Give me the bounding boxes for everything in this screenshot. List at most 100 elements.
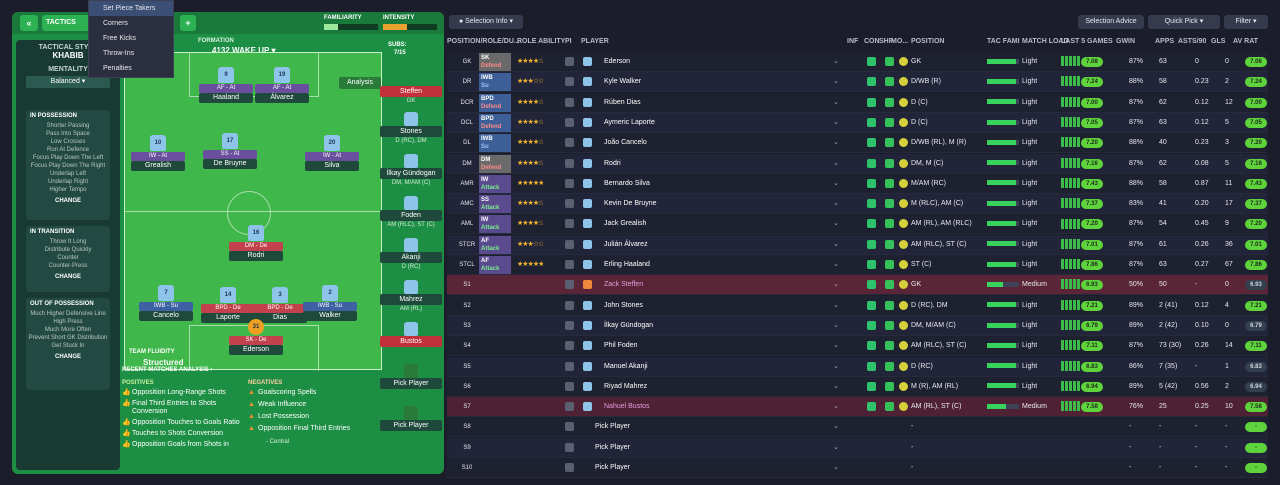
pitch-player[interactable]: 17 SS - At De Bruyne <box>203 133 257 169</box>
role-chevron-icon[interactable]: ⌄ <box>833 281 839 289</box>
add-tactic-button[interactable]: + <box>180 15 196 31</box>
player-info-icon[interactable] <box>565 77 574 87</box>
sub-slot[interactable]: Pick Player <box>380 406 442 439</box>
table-row[interactable]: S6 Riyad Mahrez ⌄ 6.94 M (R), AM (RL) Light 89… <box>447 376 1268 397</box>
player-name[interactable]: Kyle Walker <box>604 78 642 86</box>
role-chevron-icon[interactable]: ⌄ <box>833 382 839 390</box>
sub-slot[interactable]: İlkay Gündogan DM, M/AM (C) <box>380 154 442 187</box>
table-row[interactable]: AMC SS Attack ★★★★☆ Kevin De Bruyne ⌄ 7.37 M (R… <box>447 194 1268 215</box>
table-row[interactable]: S4 Phil Foden ⌄ 7.11 AM (RLC), ST (C) Light 87… <box>447 336 1268 357</box>
sub-slot[interactable]: Akanji D (RC) <box>380 238 442 271</box>
role-chevron-icon[interactable]: ⌄ <box>833 464 839 471</box>
menu-item[interactable]: Set Piece Takers <box>89 1 173 16</box>
player-info-icon[interactable] <box>565 320 574 330</box>
role-chevron-icon[interactable]: ⌄ <box>833 159 839 167</box>
sub-slot[interactable]: Bustos <box>380 322 442 355</box>
header-cell[interactable]: ROLE ABILITY <box>517 38 566 45</box>
player-info-icon[interactable] <box>565 381 574 391</box>
player-name[interactable]: Jack Grealish <box>604 220 647 228</box>
pitch-player[interactable]: 10 IW - At Grealish <box>131 135 185 171</box>
table-row[interactable]: S9 Pick Player ⌄ - - - - - - <box>447 437 1268 458</box>
player-name[interactable]: Riyad Mahrez <box>604 382 648 390</box>
header-cell[interactable]: INF <box>847 38 859 45</box>
pitch-player[interactable]: 2 IWB - Su Walker <box>303 285 357 321</box>
player-info-icon[interactable] <box>565 341 574 351</box>
mentality-select[interactable]: Balanced ▾ <box>26 76 110 88</box>
selection-info-button[interactable]: ● Selection Info ▾ <box>449 15 523 29</box>
player-info-icon[interactable] <box>565 300 574 310</box>
role-chevron-icon[interactable]: ⌄ <box>833 220 839 228</box>
player-name[interactable]: İlkay Gündogan <box>604 321 654 329</box>
sub-name[interactable]: İlkay Gündogan <box>380 168 442 179</box>
table-row[interactable]: STCR AF Attack ★★★☆☆ Julián Álvarez ⌄ 7.01 AM (… <box>447 234 1268 255</box>
table-row[interactable]: GK SK Defend ★★★★☆ Ederson ⌄ 7.08 GK Light 87% 63 0… <box>447 52 1268 72</box>
header-cell[interactable]: MATCH LOAD <box>1022 38 1069 45</box>
player-info-icon[interactable] <box>565 361 574 371</box>
header-cell[interactable]: POSITION <box>911 38 945 45</box>
role-duty-select[interactable]: SK Defend <box>479 53 511 71</box>
role-chevron-icon[interactable]: ⌄ <box>833 58 839 65</box>
player-name[interactable]: João Cancelo <box>604 139 647 147</box>
role-chevron-icon[interactable]: ⌄ <box>833 403 839 411</box>
table-row[interactable]: S7 Nahuel Bustos ⌄ 7.58 AM (RL), ST (C) Mediu… <box>447 397 1268 418</box>
player-name[interactable]: Nahuel Bustos <box>604 403 650 411</box>
player-info-icon[interactable] <box>565 463 574 472</box>
sub-name[interactable]: Mahrez <box>380 294 442 305</box>
role-duty-select[interactable]: SS Attack <box>479 195 511 214</box>
header-cell[interactable]: PI <box>565 38 572 45</box>
header-cell[interactable]: APPS <box>1155 38 1175 45</box>
sub-name[interactable]: Pick Player <box>380 378 442 389</box>
recent-analysis-link[interactable]: RECENT MATCHES ANALYSIS › <box>122 367 213 373</box>
table-row[interactable]: S3 İlkay Gündogan ⌄ 6.79 DM, M/AM (C) Light 89… <box>447 315 1268 336</box>
sub-name[interactable]: Stones <box>380 126 442 137</box>
sub-slot[interactable]: Steffen GK <box>380 86 442 105</box>
player-info-icon[interactable] <box>565 219 574 229</box>
table-row[interactable]: S8 Pick Player ⌄ - - - - - - <box>447 417 1268 438</box>
header-cell[interactable]: MO... <box>891 38 909 45</box>
player-info-icon[interactable] <box>565 442 574 452</box>
filter-button[interactable]: Filter ▾ <box>1224 15 1268 29</box>
role-duty-select[interactable]: AF Attack <box>479 256 511 274</box>
analysis-button[interactable]: Analysis <box>339 77 381 89</box>
role-chevron-icon[interactable]: ⌄ <box>833 240 839 248</box>
player-info-icon[interactable] <box>565 178 574 188</box>
header-cell[interactable]: AV RAT <box>1233 38 1259 45</box>
role-chevron-icon[interactable]: ⌄ <box>833 78 839 86</box>
sub-slot[interactable]: Pick Player <box>380 364 442 397</box>
header-cell[interactable]: POSITION/ROLE/DU... <box>447 38 520 45</box>
role-chevron-icon[interactable]: ⌄ <box>833 362 839 370</box>
pitch-player[interactable]: 3 BPD - De Dias <box>253 287 307 323</box>
table-row[interactable]: DL IWB Su ★★★★☆ João Cancelo ⌄ 7.20 D/WB (RL), … <box>447 133 1268 154</box>
pitch-player[interactable]: 9 AF - At Haaland <box>199 67 253 103</box>
table-row[interactable]: AMR IW Attack ★★★★★ Bernardo Silva ⌄ 7.43 M/AM … <box>447 173 1268 194</box>
role-chevron-icon[interactable]: ⌄ <box>833 261 839 268</box>
pitch-player[interactable]: 16 DM - De Rodri <box>229 225 283 261</box>
header-cell[interactable]: CON <box>864 38 880 45</box>
pitch-player[interactable]: 14 BPD - De Laporte <box>201 287 255 323</box>
role-chevron-icon[interactable]: ⌄ <box>833 301 839 309</box>
player-info-icon[interactable] <box>565 158 574 168</box>
header-cell[interactable]: GLS <box>1211 38 1226 45</box>
table-row[interactable]: DR IWB Su ★★★☆☆ Kyle Walker ⌄ 7.24 D/WB (R) Ligh… <box>447 72 1268 93</box>
role-duty-select[interactable]: IWB Su <box>479 134 511 153</box>
table-row[interactable]: DCR BPD Defend ★★★★☆ Rúben Dias ⌄ 7.00 D (C) Lig… <box>447 92 1268 113</box>
role-chevron-icon[interactable]: ⌄ <box>833 139 839 147</box>
table-row[interactable]: STCL AF Attack ★★★★★ Erling Haaland ⌄ 7.86 ST (… <box>447 255 1268 275</box>
pitch-player[interactable]: 7 IWB - Su Cancelo <box>139 285 193 321</box>
role-duty-select[interactable]: IW Attack <box>479 215 511 234</box>
role-chevron-icon[interactable]: ⌄ <box>833 342 839 350</box>
header-cell[interactable]: SHP <box>879 38 894 45</box>
sub-name[interactable]: Steffen <box>380 86 442 97</box>
player-name[interactable]: Bernardo Silva <box>604 179 650 187</box>
menu-item[interactable]: Penalties <box>103 65 132 72</box>
quick-pick-button[interactable]: Quick Pick ▾ <box>1148 15 1220 29</box>
player-name[interactable]: Manuel Akanji <box>604 362 648 370</box>
sub-slot[interactable]: Stones D (RC), DM <box>380 112 442 145</box>
role-chevron-icon[interactable]: ⌄ <box>833 423 839 431</box>
player-info-icon[interactable] <box>565 138 574 148</box>
header-cell[interactable]: TAC FAMI <box>987 38 1020 45</box>
player-info-icon[interactable] <box>565 402 574 412</box>
role-duty-select[interactable]: IW Attack <box>479 174 511 193</box>
player-name[interactable]: Aymeric Laporte <box>604 118 655 126</box>
table-row[interactable]: S5 Manuel Akanji ⌄ 6.83 D (RC) Light 86% 7 (35)… <box>447 356 1268 377</box>
